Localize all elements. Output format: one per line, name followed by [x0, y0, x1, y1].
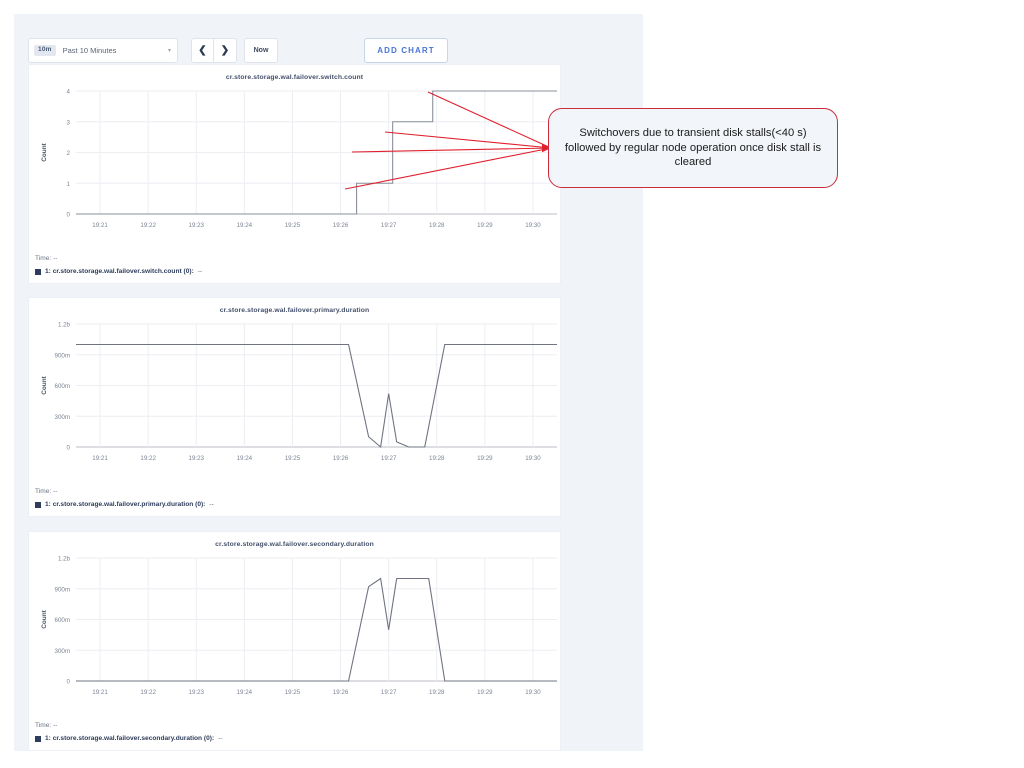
annotation-callout: Switchovers due to transient disk stalls…: [548, 108, 838, 188]
legend-time-value: --: [53, 722, 58, 729]
svg-text:19:28: 19:28: [429, 222, 445, 229]
svg-text:19:22: 19:22: [140, 222, 156, 229]
svg-text:19:23: 19:23: [189, 689, 205, 696]
legend-color-swatch-icon: [35, 268, 41, 275]
svg-text:0: 0: [67, 212, 71, 219]
chart-legend: Time: -- 1: cr.store.storage.wal.failove…: [35, 255, 202, 275]
svg-text:19:25: 19:25: [285, 222, 301, 229]
next-period-button[interactable]: ❯: [214, 38, 237, 63]
svg-text:19:29: 19:29: [477, 222, 493, 229]
svg-text:19:24: 19:24: [237, 222, 253, 229]
time-range-select[interactable]: 10m Past 10 Minutes ▾: [28, 38, 178, 63]
svg-text:19:21: 19:21: [92, 455, 108, 462]
svg-text:19:22: 19:22: [140, 689, 156, 696]
legend-time-label: Time:: [35, 722, 52, 729]
svg-text:19:29: 19:29: [477, 689, 493, 696]
svg-text:19:30: 19:30: [525, 222, 541, 229]
svg-text:19:24: 19:24: [237, 689, 253, 696]
chart-legend: Time: -- 1: cr.store.storage.wal.failove…: [35, 488, 214, 508]
chart-title: cr.store.storage.wal.failover.secondary.…: [215, 541, 374, 548]
dashboard-toolbar: 10m Past 10 Minutes ▾ ❮ ❯ Now ADD CHART: [28, 38, 561, 66]
time-nav-group: ❮ ❯: [191, 38, 237, 63]
chart-card: cr.store.storage.wal.failover.secondary.…: [28, 531, 561, 751]
legend-series-row[interactable]: 1: cr.store.storage.wal.failover.switch.…: [35, 268, 202, 275]
svg-text:19:25: 19:25: [285, 455, 301, 462]
chart-title: cr.store.storage.wal.failover.primary.du…: [219, 307, 370, 314]
svg-text:Count: Count: [41, 609, 48, 628]
svg-text:19:21: 19:21: [92, 222, 108, 229]
svg-text:19:30: 19:30: [525, 689, 541, 696]
legend-color-swatch-icon: [35, 735, 41, 742]
legend-color-swatch-icon: [35, 501, 41, 508]
svg-text:19:24: 19:24: [237, 455, 253, 462]
svg-text:3: 3: [67, 119, 71, 126]
legend-series-value: --: [209, 501, 214, 508]
legend-series-label: 1: cr.store.storage.wal.failover.primary…: [45, 501, 206, 508]
legend-time-label: Time:: [35, 255, 52, 262]
svg-text:19:29: 19:29: [477, 455, 493, 462]
svg-text:900m: 900m: [55, 352, 70, 359]
chart-svg: 0 1 2 3 4 19:21 19:22 19:23 19:24 19:25 19:26 19:27…: [41, 89, 557, 229]
svg-text:19:23: 19:23: [189, 455, 205, 462]
svg-text:19:26: 19:26: [333, 222, 349, 229]
legend-time-row: Time: --: [35, 488, 214, 495]
svg-text:900m: 900m: [55, 586, 70, 593]
legend-time-row: Time: --: [35, 722, 223, 729]
svg-text:19:28: 19:28: [429, 689, 445, 696]
svg-text:2: 2: [67, 150, 71, 157]
annotation-text: Switchovers due to transient disk stalls…: [564, 126, 822, 169]
chevron-down-icon: ▾: [167, 48, 171, 54]
time-range-label: Past 10 Minutes: [62, 46, 117, 55]
svg-text:19:28: 19:28: [429, 455, 445, 462]
svg-text:19:21: 19:21: [92, 689, 108, 696]
legend-time-value: --: [53, 255, 58, 262]
svg-text:19:26: 19:26: [333, 455, 349, 462]
legend-series-label: 1: cr.store.storage.wal.failover.seconda…: [45, 735, 215, 742]
add-chart-button[interactable]: ADD CHART: [364, 38, 448, 63]
svg-text:600m: 600m: [55, 617, 70, 624]
prev-period-button[interactable]: ❮: [191, 38, 214, 63]
legend-series-row[interactable]: 1: cr.store.storage.wal.failover.primary…: [35, 501, 214, 508]
svg-text:Count: Count: [41, 375, 48, 394]
chart-card: cr.store.storage.wal.failover.primary.du…: [28, 297, 561, 517]
legend-time-value: --: [53, 488, 58, 495]
svg-text:19:22: 19:22: [140, 455, 156, 462]
chart-svg: 0 300m 600m 900m 1.2b 19:21 19:22 19:23 19:24 19:…: [41, 556, 557, 696]
svg-text:1: 1: [67, 181, 71, 188]
now-button[interactable]: Now: [244, 38, 278, 63]
svg-text:300m: 300m: [55, 648, 70, 655]
svg-text:0: 0: [67, 445, 71, 452]
svg-text:Count: Count: [41, 142, 48, 161]
svg-text:19:30: 19:30: [525, 455, 541, 462]
legend-series-value: --: [197, 268, 203, 275]
svg-text:4: 4: [67, 89, 71, 96]
chart-plot-area[interactable]: 0 1 2 3 4 19:21 19:22 19:23 19:24 19:25 19:26 19:27…: [29, 81, 562, 246]
svg-text:19:25: 19:25: [285, 689, 301, 696]
chart-svg: 0 300m 600m 900m 1.2b 19:21 19:22 19:23 19:24 19:…: [41, 322, 557, 462]
svg-text:1.2b: 1.2b: [58, 322, 71, 329]
svg-text:19:26: 19:26: [333, 689, 349, 696]
chart-plot-area[interactable]: 0 300m 600m 900m 1.2b 19:21 19:22 19:23 19:24 19:…: [29, 314, 562, 479]
chart-title: cr.store.storage.wal.failover.switch.cou…: [225, 74, 364, 81]
time-range-badge: 10m: [34, 45, 56, 56]
chart-plot-area[interactable]: 0 300m 600m 900m 1.2b 19:21 19:22 19:23 19:24 19:…: [29, 548, 562, 713]
chart-legend: Time: -- 1: cr.store.storage.wal.failove…: [35, 722, 223, 742]
svg-text:600m: 600m: [55, 383, 70, 390]
svg-text:0: 0: [67, 679, 71, 686]
svg-text:300m: 300m: [55, 414, 70, 421]
svg-text:19:23: 19:23: [189, 222, 205, 229]
svg-text:19:27: 19:27: [381, 455, 397, 462]
legend-series-row[interactable]: 1: cr.store.storage.wal.failover.seconda…: [35, 735, 223, 742]
svg-text:1.2b: 1.2b: [58, 556, 71, 563]
legend-series-label: 1: cr.store.storage.wal.failover.switch.…: [45, 268, 194, 275]
svg-text:19:27: 19:27: [381, 689, 397, 696]
chart-card: cr.store.storage.wal.failover.switch.cou…: [28, 64, 561, 284]
svg-text:19:27: 19:27: [381, 222, 397, 229]
legend-time-row: Time: --: [35, 255, 202, 262]
legend-time-label: Time:: [35, 488, 52, 495]
legend-series-value: --: [218, 735, 223, 742]
